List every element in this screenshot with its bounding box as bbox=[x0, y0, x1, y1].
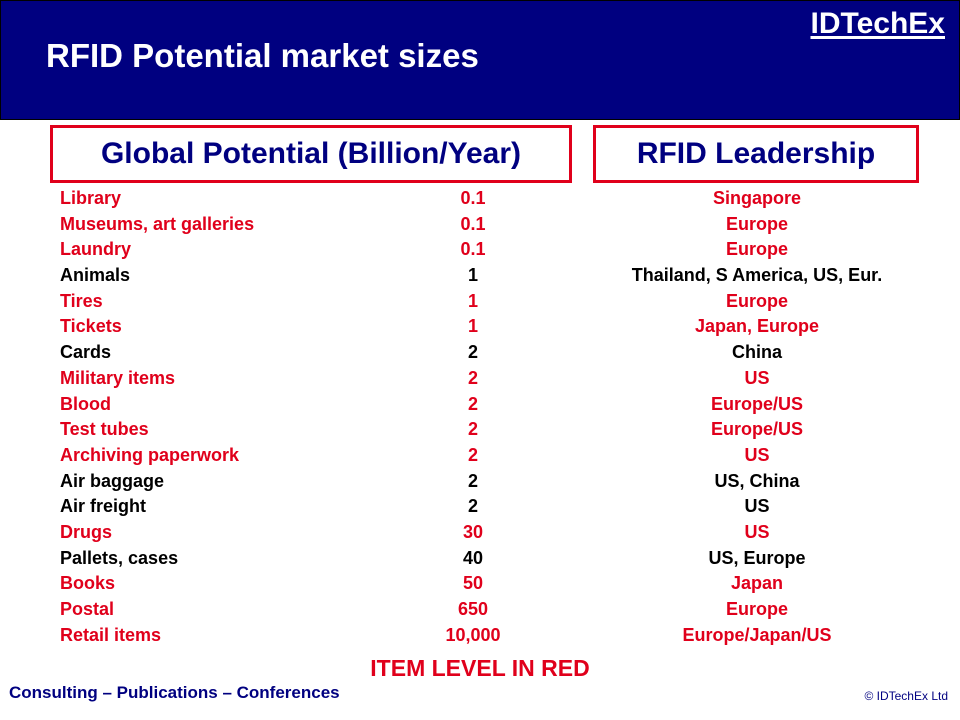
row-leadership: US, China bbox=[714, 470, 800, 491]
row-leadership: US bbox=[744, 367, 770, 388]
table-row: Laundry 0.1 Europe bbox=[0, 237, 960, 263]
table-row: Tires 1 Europe bbox=[0, 289, 960, 315]
row-name: Animals bbox=[60, 265, 131, 286]
row-value: 2 bbox=[467, 470, 479, 491]
row-name: Archiving paperwork bbox=[60, 444, 240, 465]
row-leadership: Europe bbox=[725, 239, 789, 260]
row-value: 0.1 bbox=[460, 188, 486, 208]
row-leadership: US, Europe bbox=[708, 547, 806, 568]
table-row: Tickets 1 Japan, Europe bbox=[0, 314, 960, 340]
row-leadership: Japan bbox=[730, 573, 784, 594]
row-name: Blood bbox=[60, 393, 111, 414]
row-name: Postal bbox=[60, 599, 115, 619]
row-name: Test tubes bbox=[60, 419, 149, 440]
row-value: 2 bbox=[467, 342, 479, 363]
table-row: Cards 2 China bbox=[0, 340, 960, 366]
row-value: 2 bbox=[467, 419, 479, 440]
brand-logo: IDTechEx bbox=[810, 7, 946, 40]
row-name: Military items bbox=[60, 367, 176, 388]
row-name: Pallets, cases bbox=[60, 547, 179, 568]
table-row: Archiving paperwork 2 US bbox=[0, 443, 960, 469]
row-leadership: US bbox=[744, 444, 770, 465]
row-leadership: Europe/Japan/US bbox=[682, 624, 832, 645]
table-row: Blood 2 Europe/US bbox=[0, 392, 960, 418]
row-value: 2 bbox=[467, 496, 479, 517]
table-row: Air baggage 2 US, China bbox=[0, 469, 960, 495]
item-level-note: ITEM LEVEL IN RED bbox=[370, 655, 590, 681]
row-value: 2 bbox=[467, 393, 479, 414]
row-leadership: US bbox=[744, 496, 770, 517]
row-value: 0.1 bbox=[460, 239, 486, 260]
page-title: RFID Potential market sizes bbox=[46, 37, 479, 74]
table-row: Test tubes 2 Europe/US bbox=[0, 417, 960, 443]
row-leadership: US bbox=[744, 521, 770, 542]
global-potential-label: Global Potential (Billion/Year) bbox=[100, 137, 522, 170]
row-leadership: Thailand, S America, US, Eur. bbox=[631, 265, 883, 286]
row-value: 50 bbox=[462, 573, 484, 594]
table-row: Military items 2 US bbox=[0, 366, 960, 392]
row-leadership: Europe/US bbox=[710, 419, 804, 440]
row-value: 10,000 bbox=[445, 624, 501, 645]
row-name: Cards bbox=[60, 342, 112, 363]
table-row: Library 0.1 Singapore bbox=[0, 186, 960, 212]
row-value: 1 bbox=[467, 290, 479, 311]
row-name: Books bbox=[60, 573, 116, 594]
row-name: Retail items bbox=[60, 624, 162, 645]
footer-tagline: Consulting – Publications – Conferences bbox=[9, 683, 340, 702]
row-name: Laundry bbox=[60, 239, 132, 260]
table-row: Postal 650 Europe bbox=[0, 597, 960, 623]
row-leadership: Europe bbox=[725, 290, 789, 311]
rfid-leadership-label: RFID Leadership bbox=[636, 137, 876, 170]
row-value: 40 bbox=[462, 547, 484, 568]
row-value: 30 bbox=[462, 521, 484, 542]
row-name: Drugs bbox=[60, 521, 113, 542]
footer-copyright: © IDTechEx Ltd bbox=[864, 689, 948, 703]
rfid-leadership-header: RFID Leadership bbox=[593, 125, 919, 183]
row-name: Library bbox=[60, 188, 122, 208]
row-name: Museums, art galleries bbox=[60, 213, 255, 234]
table-row: Animals 1 Thailand, S America, US, Eur. bbox=[0, 263, 960, 289]
row-leadership: Japan, Europe bbox=[694, 316, 820, 337]
row-leadership: Europe bbox=[725, 213, 789, 234]
row-value: 2 bbox=[467, 444, 479, 465]
table-row: Air freight 2 US bbox=[0, 494, 960, 520]
row-value: 2 bbox=[467, 367, 479, 388]
table-row: Books 50 Japan bbox=[0, 571, 960, 597]
market-table: Library 0.1 Singapore Museums, art gallerie… bbox=[0, 186, 960, 648]
row-value: 1 bbox=[467, 316, 479, 337]
row-name: Tires bbox=[60, 290, 103, 311]
row-leadership: Singapore bbox=[712, 188, 802, 208]
row-name: Tickets bbox=[60, 316, 122, 337]
row-leadership: Europe/US bbox=[710, 393, 804, 414]
row-leadership: China bbox=[731, 342, 783, 363]
table-row: Museums, art galleries 0.1 Europe bbox=[0, 212, 960, 238]
row-value: 0.1 bbox=[460, 213, 486, 234]
row-leadership: Europe bbox=[725, 599, 789, 619]
title-bar: RFID Potential market sizes IDTechEx bbox=[0, 0, 960, 120]
row-name: Air baggage bbox=[60, 470, 165, 491]
row-value: 1 bbox=[467, 265, 479, 286]
table-row: Drugs 30 US bbox=[0, 520, 960, 546]
table-row: Pallets, cases 40 US, Europe bbox=[0, 546, 960, 572]
row-name: Air freight bbox=[60, 496, 147, 517]
table-row: Retail items 10,000 Europe/Japan/US bbox=[0, 623, 960, 649]
row-value: 650 bbox=[457, 599, 489, 619]
global-potential-header: Global Potential (Billion/Year) bbox=[50, 125, 572, 183]
